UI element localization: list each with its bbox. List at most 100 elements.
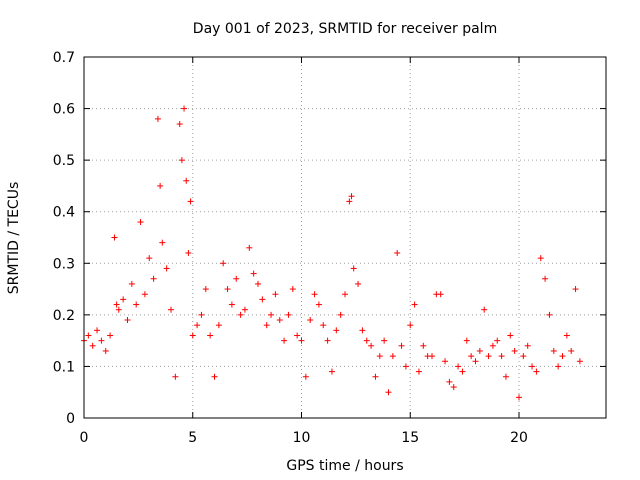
data-point xyxy=(154,115,161,122)
data-point xyxy=(113,301,120,308)
data-point xyxy=(489,342,496,349)
data-point xyxy=(94,327,101,334)
data-point xyxy=(124,317,131,324)
data-point xyxy=(194,322,201,329)
x-tick-label: 5 xyxy=(188,430,197,446)
data-point xyxy=(315,301,322,308)
data-point xyxy=(181,105,188,112)
data-point xyxy=(550,347,557,354)
data-point xyxy=(481,306,488,313)
data-point xyxy=(111,234,118,241)
data-point xyxy=(468,353,475,360)
data-point xyxy=(146,255,153,262)
data-point xyxy=(176,121,183,128)
data-point xyxy=(128,280,135,287)
y-tick-label: 0.7 xyxy=(53,50,75,66)
data-point xyxy=(476,347,483,354)
data-point xyxy=(215,322,222,329)
data-point xyxy=(120,296,127,303)
data-point xyxy=(183,177,190,184)
data-point xyxy=(102,347,109,354)
x-axis-label: GPS time / hours xyxy=(286,458,403,474)
x-tick-label: 20 xyxy=(510,430,528,446)
data-point xyxy=(137,219,144,226)
ticks xyxy=(83,56,606,419)
data-point xyxy=(529,363,536,370)
data-point xyxy=(402,363,409,370)
y-tick-label: 0.1 xyxy=(53,359,75,375)
data-point xyxy=(255,280,261,287)
data-point xyxy=(498,353,505,360)
data-point xyxy=(368,342,375,349)
data-point xyxy=(348,193,355,200)
data-point xyxy=(89,342,96,349)
data-point xyxy=(168,306,174,313)
data-point xyxy=(494,337,501,344)
data-point xyxy=(350,265,357,272)
data-point xyxy=(516,394,522,401)
data-point xyxy=(555,363,562,370)
data-point xyxy=(302,373,309,380)
data-point xyxy=(250,270,257,277)
data-point xyxy=(163,265,170,272)
data-point xyxy=(294,332,301,339)
data-point xyxy=(472,358,479,365)
data-point xyxy=(285,311,292,318)
y-axis-label: SRMTID / TECUs xyxy=(6,182,22,295)
data-point xyxy=(189,332,196,339)
data-point xyxy=(533,368,540,375)
data-point xyxy=(342,291,348,298)
data-point xyxy=(442,358,449,365)
data-point xyxy=(563,332,570,339)
data-point xyxy=(150,275,157,282)
data-point xyxy=(559,353,566,360)
data-point xyxy=(241,306,248,313)
data-point xyxy=(202,286,209,293)
data-point xyxy=(237,311,244,318)
data-point xyxy=(272,291,279,298)
y-tick-label: 0 xyxy=(66,411,75,427)
data-point xyxy=(337,311,344,318)
data-point xyxy=(502,373,509,380)
data-point xyxy=(276,317,283,324)
data-point xyxy=(246,244,253,251)
chart-title: Day 001 of 2023, SRMTID for receiver pal… xyxy=(193,21,497,37)
data-point xyxy=(289,286,296,293)
x-tick-label: 15 xyxy=(401,430,419,446)
data-point xyxy=(281,337,288,344)
data-point xyxy=(546,311,553,318)
data-point xyxy=(224,286,231,293)
data-point xyxy=(159,239,166,246)
y-tick-label: 0.3 xyxy=(53,256,75,272)
data-point xyxy=(542,275,549,282)
data-point xyxy=(537,255,544,262)
data-point xyxy=(178,157,185,164)
data-point xyxy=(429,353,435,360)
data-point xyxy=(311,291,318,298)
data-point xyxy=(437,291,444,298)
data-point xyxy=(157,182,164,189)
data-point xyxy=(346,198,353,205)
data-point xyxy=(107,332,114,339)
data-point xyxy=(576,358,583,365)
y-tick-label: 0.5 xyxy=(53,153,75,169)
data-point xyxy=(415,368,422,375)
data-point xyxy=(85,332,92,339)
data-point xyxy=(407,322,414,329)
data-point xyxy=(420,342,427,349)
data-point xyxy=(133,301,140,308)
data-point xyxy=(411,301,418,308)
data-point xyxy=(211,373,218,380)
tick-labels: 0 0.1 0.2 0.3 0.4 0.5 0.6 0.7 0 5 10 15 20 xyxy=(53,50,528,446)
data-point xyxy=(187,198,194,205)
data-point xyxy=(307,317,314,324)
data-point xyxy=(259,296,266,303)
data-point xyxy=(355,280,362,287)
data-points xyxy=(81,105,583,401)
data-point xyxy=(220,260,227,267)
data-point xyxy=(568,347,575,354)
data-point xyxy=(198,311,205,318)
data-point xyxy=(455,363,462,370)
data-point xyxy=(328,368,335,375)
